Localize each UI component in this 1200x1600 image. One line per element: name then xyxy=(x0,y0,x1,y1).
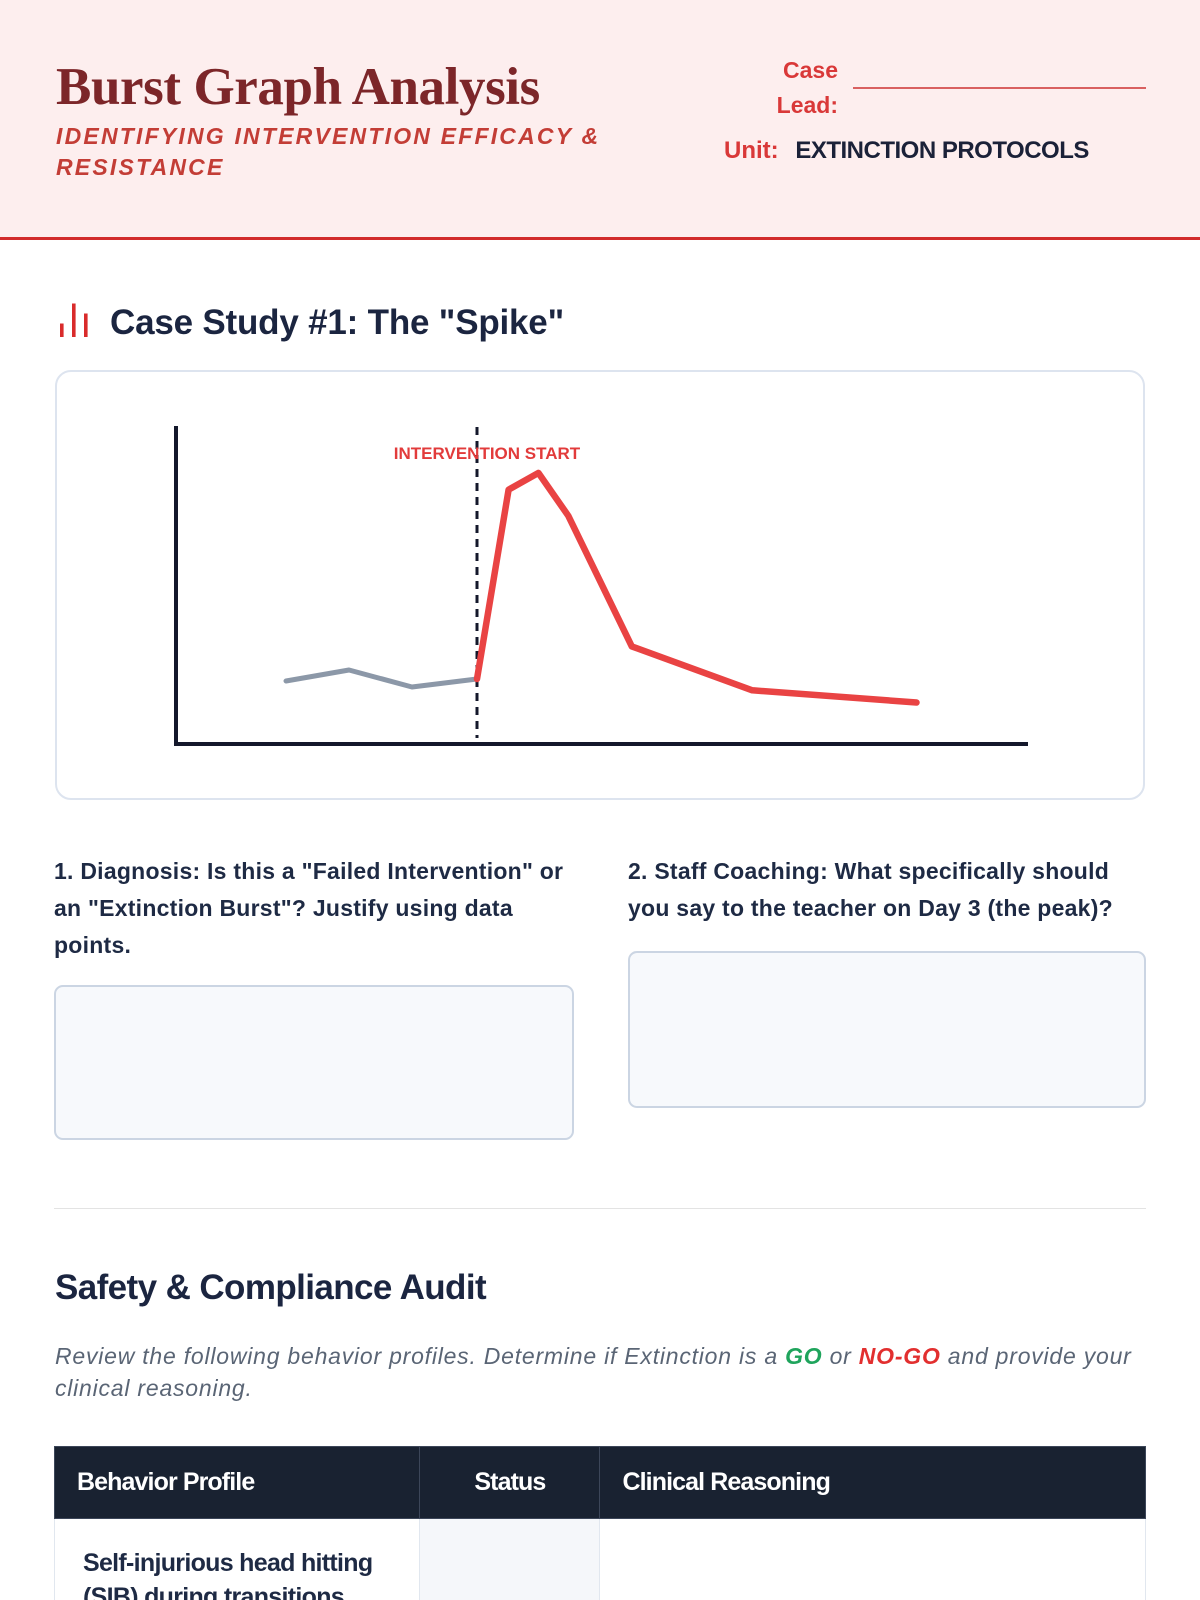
svg-text:INTERVENTION START: INTERVENTION START xyxy=(394,444,581,463)
